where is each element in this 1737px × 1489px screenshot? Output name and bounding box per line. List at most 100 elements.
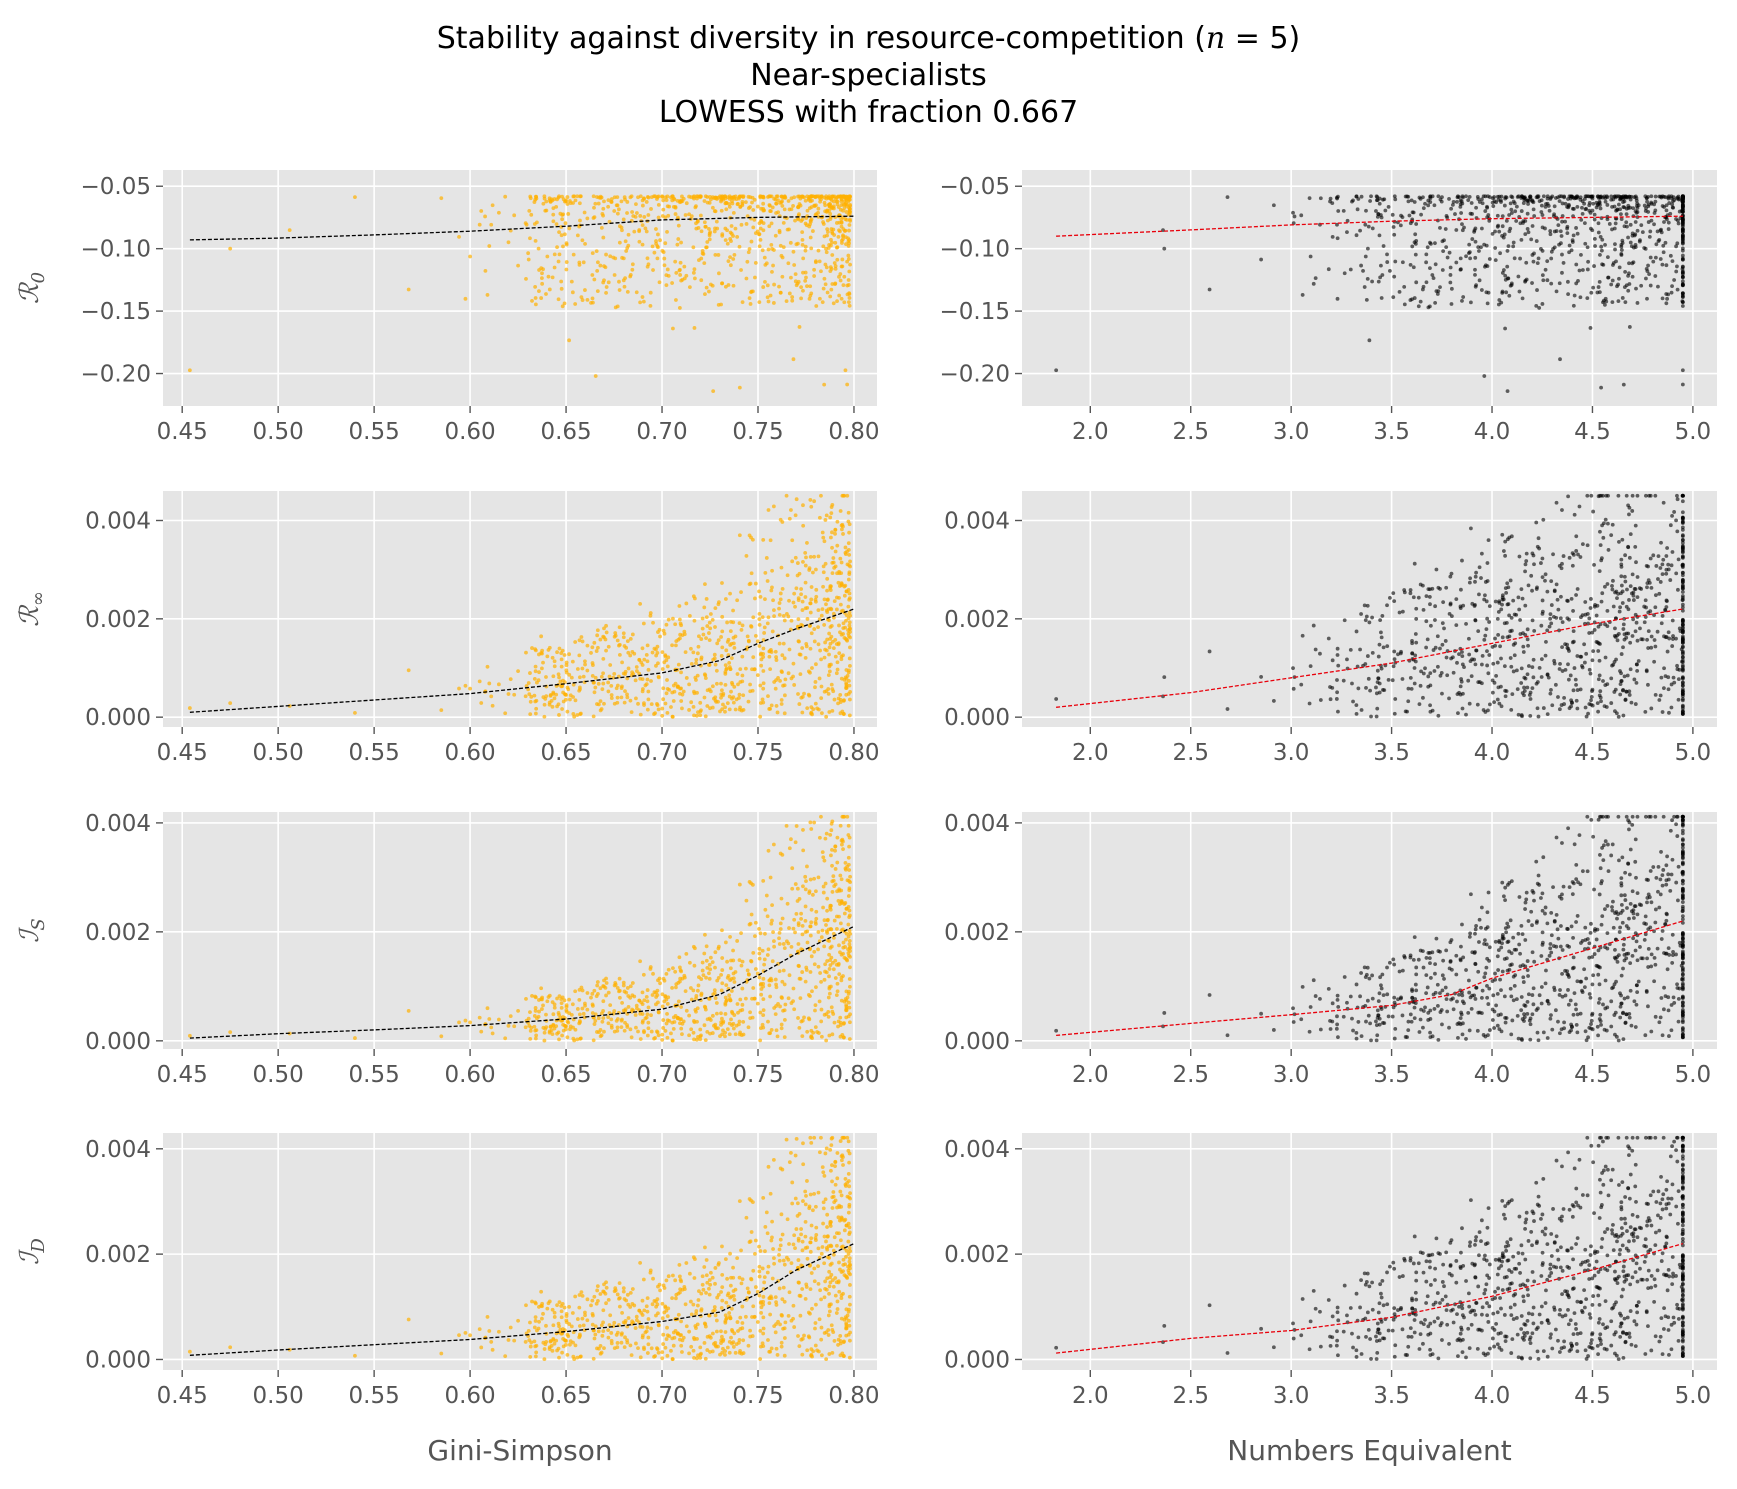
scatter-point xyxy=(727,660,732,665)
scatter-point xyxy=(1665,296,1670,301)
scatter-point xyxy=(838,697,843,702)
scatter-point xyxy=(1610,522,1615,527)
scatter-point xyxy=(1610,587,1615,592)
scatter-point xyxy=(592,1022,597,1026)
scatter-point xyxy=(593,201,598,206)
scatter-point xyxy=(650,650,655,655)
scatter-point xyxy=(767,1031,772,1036)
scatter-point xyxy=(763,279,767,284)
scatter-point xyxy=(814,304,819,308)
scatter-point xyxy=(731,1026,736,1031)
scatter-point xyxy=(787,973,792,978)
scatter-point xyxy=(1631,590,1636,595)
scatter-point xyxy=(585,297,590,302)
scatter-point xyxy=(1484,290,1489,295)
scatter-point xyxy=(1382,197,1387,202)
scatter-point xyxy=(1161,228,1165,233)
scatter-point xyxy=(1618,692,1623,697)
scatter-point xyxy=(1575,587,1580,591)
scatter-point xyxy=(1610,584,1614,588)
scatter-point xyxy=(720,232,725,237)
scatter-point xyxy=(763,907,768,912)
scatter-point xyxy=(477,222,482,227)
scatter-point xyxy=(1330,658,1335,663)
scatter-point xyxy=(818,971,823,975)
scatter-point xyxy=(708,282,713,287)
scatter-point xyxy=(628,653,633,658)
scatter-point xyxy=(819,493,823,498)
scatter-point xyxy=(1585,245,1590,250)
scatter-point xyxy=(1552,588,1557,593)
scatter-point xyxy=(583,288,587,292)
scatter-point xyxy=(1397,289,1402,294)
scatter-point xyxy=(1516,274,1521,279)
scatter-point xyxy=(1617,276,1621,281)
y-tick-label: 0.004 xyxy=(85,811,151,837)
scatter-point xyxy=(1582,221,1587,226)
scatter-point xyxy=(774,655,778,659)
scatter-point xyxy=(1669,705,1674,710)
scatter-point xyxy=(732,1013,737,1017)
scatter-point xyxy=(634,696,638,701)
scatter-point xyxy=(1318,698,1323,702)
scatter-point xyxy=(770,585,774,590)
scatter-point xyxy=(1548,616,1553,621)
scatter-point xyxy=(830,231,835,236)
scatter-point xyxy=(761,537,766,542)
scatter-point xyxy=(768,875,773,880)
scatter-point xyxy=(790,866,795,871)
scatter-point xyxy=(776,198,780,203)
scatter-point xyxy=(777,606,781,611)
scatter-point xyxy=(1618,605,1623,610)
scatter-point xyxy=(578,687,582,692)
scatter-point xyxy=(715,641,720,646)
scatter-point xyxy=(828,586,833,590)
scatter-point xyxy=(655,256,660,261)
scatter-point xyxy=(824,1038,829,1043)
scatter-point xyxy=(779,194,784,199)
scatter-point xyxy=(651,268,655,272)
scatter-point xyxy=(704,975,708,980)
scatter-point xyxy=(602,626,606,631)
scatter-point xyxy=(1504,195,1509,200)
scatter-point xyxy=(844,998,849,1003)
scatter-point xyxy=(601,206,606,211)
scatter-point xyxy=(594,249,599,253)
scatter-point xyxy=(1342,271,1347,276)
scatter-point xyxy=(782,982,787,987)
scatter-point xyxy=(506,240,511,245)
scatter-point xyxy=(681,689,686,694)
scatter-point xyxy=(1628,640,1633,645)
scatter-point xyxy=(692,691,697,696)
scatter-point xyxy=(1525,637,1530,642)
scatter-point xyxy=(596,991,600,996)
scatter-point xyxy=(1543,204,1548,209)
scatter-point xyxy=(1532,562,1536,567)
scatter-point xyxy=(719,654,724,658)
scatter-point xyxy=(719,681,723,686)
scatter-point xyxy=(724,998,729,1003)
scatter-point xyxy=(1549,195,1553,200)
scatter-point xyxy=(1612,659,1617,664)
scatter-point xyxy=(728,935,732,939)
scatter-point xyxy=(787,207,792,212)
scatter-point xyxy=(848,965,852,970)
scatter-point xyxy=(779,698,784,702)
scatter-point xyxy=(660,1037,665,1042)
scatter-point xyxy=(634,290,639,295)
scatter-point xyxy=(619,1018,624,1023)
scatter-point xyxy=(1405,194,1409,199)
scatter-point xyxy=(1643,598,1648,603)
scatter-point xyxy=(577,997,582,1002)
scatter-point xyxy=(1447,696,1451,701)
scatter-point xyxy=(790,559,795,564)
scatter-point xyxy=(837,274,841,279)
scatter-point xyxy=(592,277,597,282)
scatter-point xyxy=(1368,199,1372,203)
scatter-point xyxy=(701,973,706,978)
scatter-point xyxy=(757,951,762,956)
scatter-point xyxy=(1433,618,1437,622)
scatter-point xyxy=(801,288,805,293)
scatter-point xyxy=(1674,269,1679,274)
scatter-point xyxy=(761,638,766,642)
